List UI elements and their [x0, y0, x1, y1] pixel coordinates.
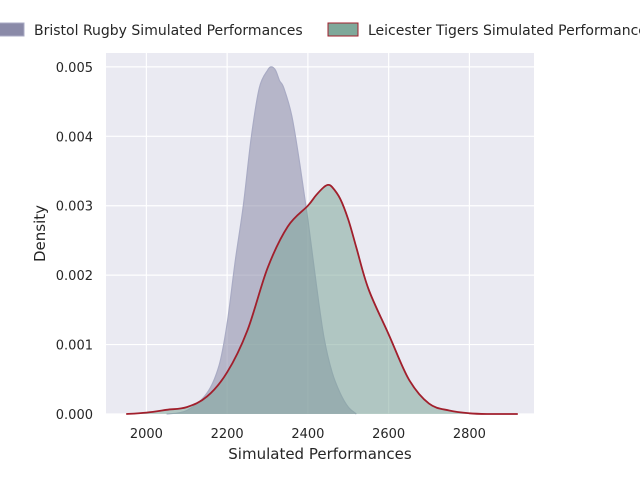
legend: Bristol Rugby Simulated Performances Leic… [0, 22, 640, 39]
x-tick-label: 2400 [291, 427, 324, 442]
legend-swatch [327, 22, 359, 37]
y-tick-label: 0.002 [56, 269, 93, 284]
x-axis-label: Simulated Performances [228, 445, 412, 463]
x-tick-label: 2000 [130, 427, 163, 442]
density-areas [126, 66, 518, 415]
legend-swatch [0, 22, 25, 37]
y-axis-label: Density [31, 205, 49, 262]
x-tick-label: 2800 [453, 427, 486, 442]
x-tick-label: 2200 [211, 427, 244, 442]
x-tick-label: 2600 [372, 427, 405, 442]
y-tick-label: 0.001 [56, 339, 93, 354]
y-tick-label: 0.003 [56, 200, 93, 215]
legend-label: Leicester Tigers Simulated Performances [368, 23, 640, 39]
y-tick-label: 0.000 [56, 408, 93, 423]
y-tick-label: 0.005 [56, 61, 93, 76]
y-ticks: 0.000 0.001 0.002 0.003 0.004 0.005 [56, 61, 93, 423]
y-tick-label: 0.004 [56, 130, 93, 145]
legend-label: Bristol Rugby Simulated Performances [34, 23, 303, 39]
series-2-area [126, 184, 518, 414]
x-ticks: 2000 2200 2400 2600 2800 [130, 427, 486, 442]
series-2-line [126, 183, 518, 415]
